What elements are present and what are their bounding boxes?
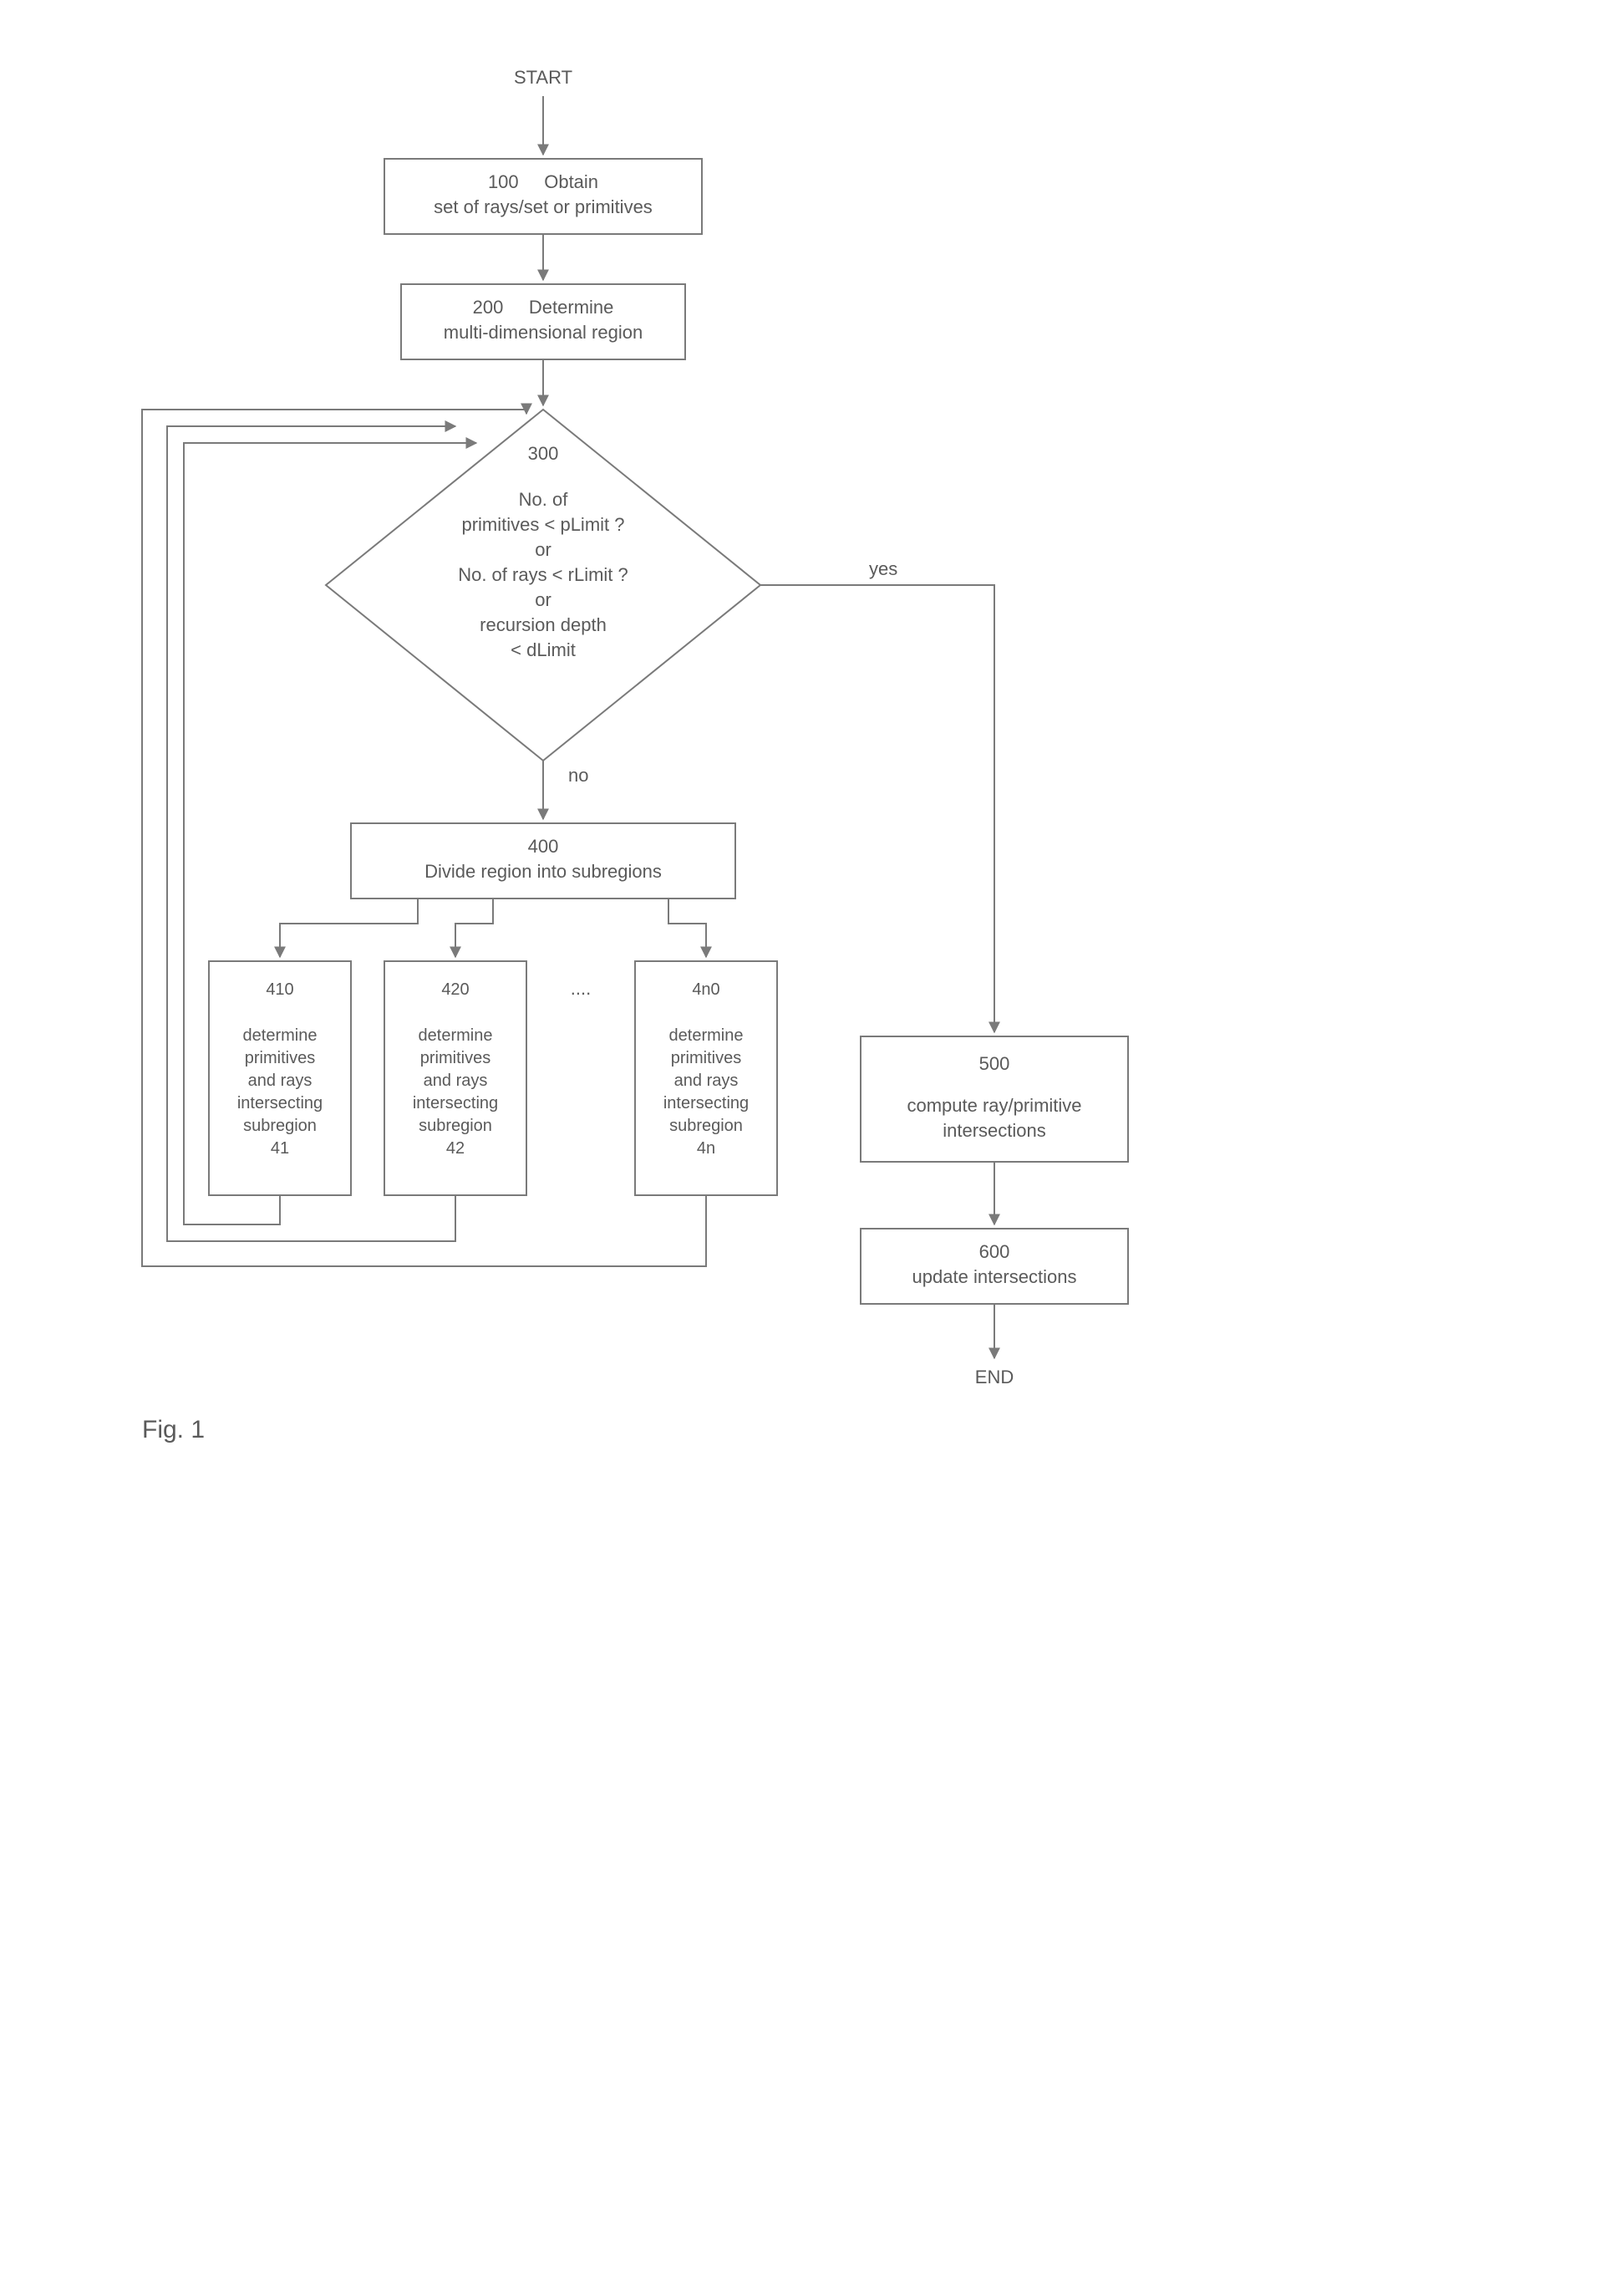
node-500-l2: intersections bbox=[943, 1120, 1046, 1141]
node-200-id: 200 bbox=[473, 297, 504, 318]
node-420-id: 420 bbox=[441, 980, 469, 999]
node-400-line2: Divide region into subregions bbox=[424, 861, 662, 882]
node-420-l4: intersecting bbox=[413, 1094, 498, 1112]
node-300-l5: or bbox=[535, 589, 551, 610]
node-4n0-l3: and rays bbox=[674, 1072, 739, 1090]
node-300-l3: or bbox=[535, 539, 551, 560]
node-600-l1: update intersections bbox=[912, 1266, 1077, 1287]
node-410-id: 410 bbox=[266, 980, 293, 999]
node-4n0-l5: subregion bbox=[669, 1117, 743, 1135]
node-200-line2: multi-dimensional region bbox=[444, 322, 643, 343]
node-100-title: Obtain bbox=[544, 171, 598, 192]
node-410-l2: primitives bbox=[245, 1049, 315, 1067]
node-420-l3: and rays bbox=[424, 1072, 488, 1090]
figure-label: Fig. 1 bbox=[142, 1416, 205, 1443]
node-410-l3: and rays bbox=[248, 1072, 313, 1090]
node-300-l6: recursion depth bbox=[480, 614, 607, 635]
node-300-id: 300 bbox=[528, 443, 559, 464]
node-410-l5: subregion bbox=[243, 1117, 317, 1135]
start-label: START bbox=[514, 67, 572, 88]
node-4n0-l4: intersecting bbox=[663, 1094, 749, 1112]
node-100-line2: set of rays/set or primitives bbox=[434, 196, 653, 217]
edge-400-4n0 bbox=[668, 899, 706, 957]
node-100-id: 100 bbox=[488, 171, 519, 192]
node-4n0-l2: primitives bbox=[671, 1049, 741, 1067]
node-300-l7: < dLimit bbox=[511, 639, 576, 660]
node-300-l4: No. of rays < rLimit ? bbox=[458, 564, 628, 585]
node-300-l1: No. of bbox=[519, 489, 569, 510]
node-410-l1: determine bbox=[243, 1026, 318, 1045]
ellipsis: .... bbox=[571, 978, 591, 999]
yes-label: yes bbox=[869, 558, 897, 579]
edge-4n0-300 bbox=[142, 410, 706, 1266]
node-300-l2: primitives < pLimit ? bbox=[461, 514, 624, 535]
node-400-id: 400 bbox=[528, 836, 559, 857]
edge-300-500 bbox=[760, 585, 994, 1032]
node-200-title: Determine bbox=[529, 297, 613, 318]
node-600-id: 600 bbox=[979, 1241, 1010, 1262]
edge-400-420 bbox=[455, 899, 493, 957]
node-4n0-l1: determine bbox=[669, 1026, 744, 1045]
node-4n0-id: 4n0 bbox=[692, 980, 719, 999]
svg-text:100 Obtain: 100 Obtain bbox=[488, 171, 598, 192]
end-label: END bbox=[975, 1367, 1014, 1387]
node-420-l6: 42 bbox=[446, 1139, 465, 1158]
svg-text:200 Determine: 200 Determine bbox=[473, 297, 614, 318]
node-500-l1: compute ray/primitive bbox=[907, 1095, 1081, 1116]
flowchart: START 100 Obtain set of rays/set or prim… bbox=[33, 33, 1203, 1705]
node-410-l4: intersecting bbox=[237, 1094, 323, 1112]
node-420-l5: subregion bbox=[419, 1117, 492, 1135]
node-410-l6: 41 bbox=[271, 1139, 289, 1158]
no-label: no bbox=[568, 765, 588, 786]
node-420-l1: determine bbox=[419, 1026, 493, 1045]
node-420-l2: primitives bbox=[420, 1049, 490, 1067]
node-500-id: 500 bbox=[979, 1053, 1010, 1074]
node-4n0-l6: 4n bbox=[697, 1139, 715, 1158]
edge-400-410 bbox=[280, 899, 418, 957]
